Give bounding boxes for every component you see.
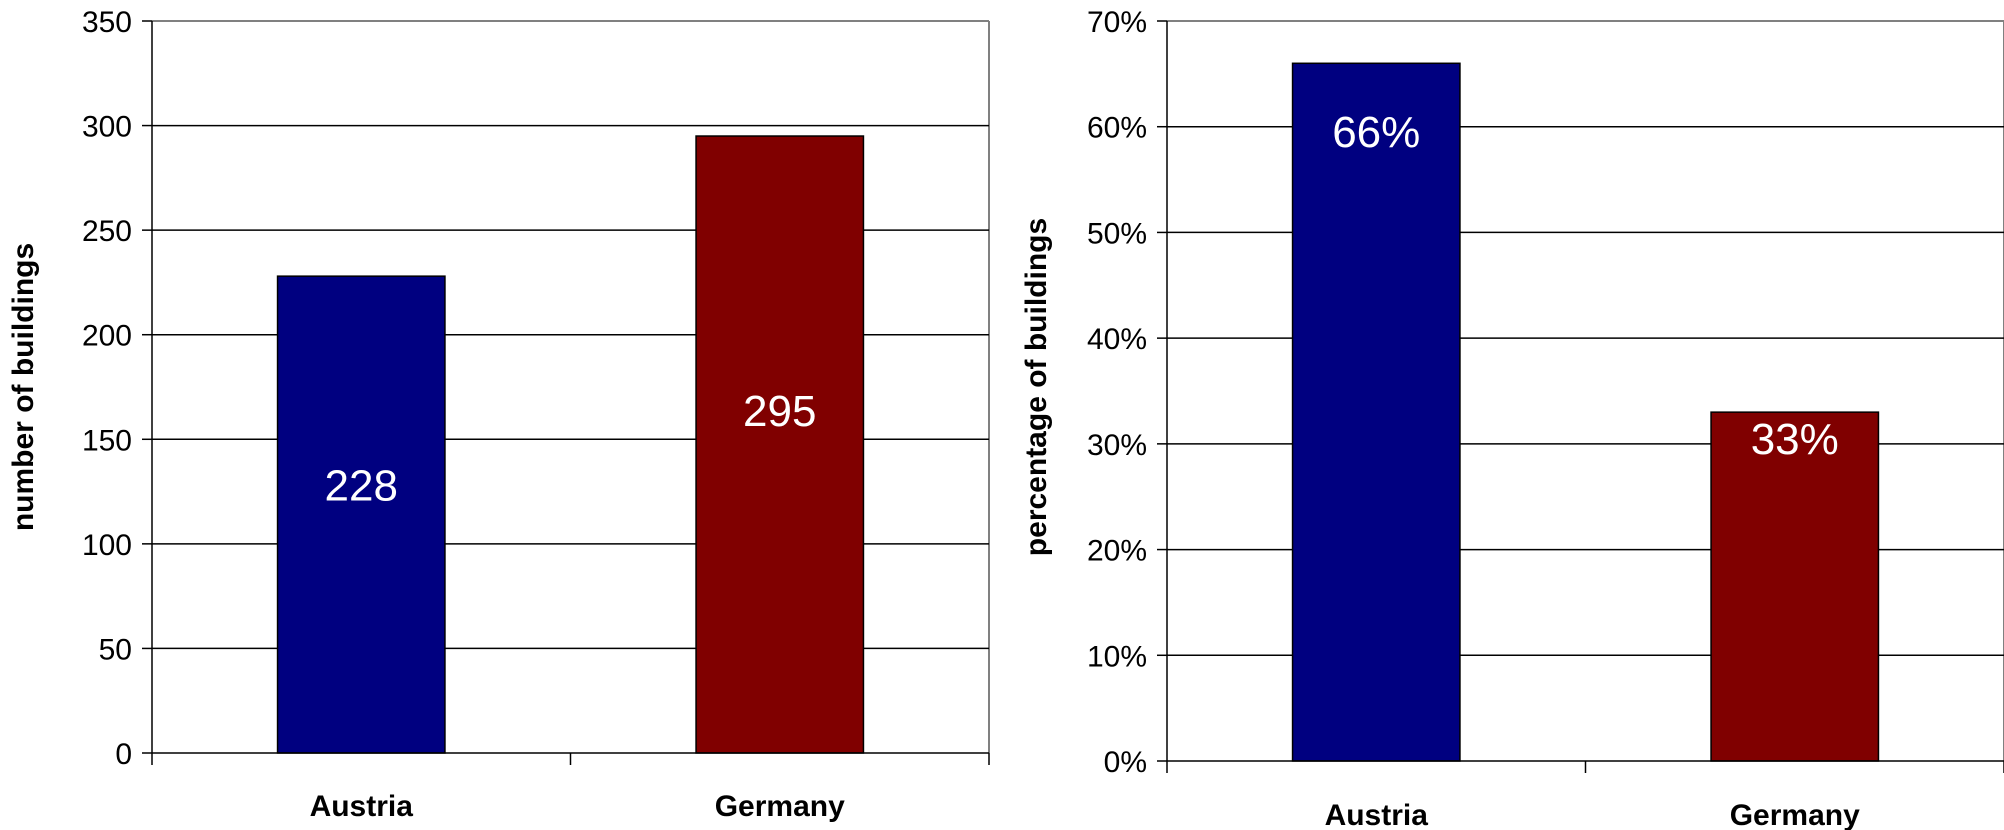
bar-germany <box>1710 411 1880 762</box>
bar-austria <box>276 275 446 754</box>
y-tick-label: 40% <box>1087 323 1147 356</box>
y-tick-label: 60% <box>1087 112 1147 145</box>
y-tick-label: 0 <box>115 738 132 771</box>
y-tick-label: 50 <box>99 633 132 666</box>
y-tick-label: 150 <box>82 424 132 457</box>
y-axis-title: percentage of buildings <box>1020 218 1053 556</box>
y-tick-label: 250 <box>82 215 132 248</box>
y-tick-label: 10% <box>1087 640 1147 673</box>
buildings-count-chart: 0 50 100 150 200 250 300 350 228 295 Austria German… <box>7 6 990 823</box>
y-tick-label: 200 <box>82 320 132 353</box>
x-category-label: Austria <box>1325 799 1429 830</box>
data-label-austria: 228 <box>325 461 398 510</box>
y-tick-label: 350 <box>82 6 132 39</box>
bar-germany <box>695 135 865 754</box>
x-category-label: Germany <box>715 790 845 823</box>
y-tick-label: 100 <box>82 529 132 562</box>
data-label-germany: 33% <box>1751 415 1839 464</box>
buildings-percentage-chart: 0% 10% 20% 30% 40% 50% 60% 70% 66% 33% Austria Germ… <box>1020 6 2004 830</box>
y-tick-label: 30% <box>1087 429 1147 462</box>
y-tick-label: 70% <box>1087 6 1147 39</box>
y-tick-label: 20% <box>1087 535 1147 568</box>
data-label-germany: 295 <box>743 387 816 436</box>
data-label-austria: 66% <box>1332 108 1420 157</box>
y-tick-label: 0% <box>1104 746 1147 779</box>
x-category-label: Austria <box>310 790 414 823</box>
y-axis-title: number of buildings <box>7 243 40 531</box>
y-tick-label: 300 <box>82 111 132 144</box>
bar-austria <box>1291 62 1461 762</box>
x-category-label: Germany <box>1730 799 1860 830</box>
y-tick-label: 50% <box>1087 217 1147 250</box>
